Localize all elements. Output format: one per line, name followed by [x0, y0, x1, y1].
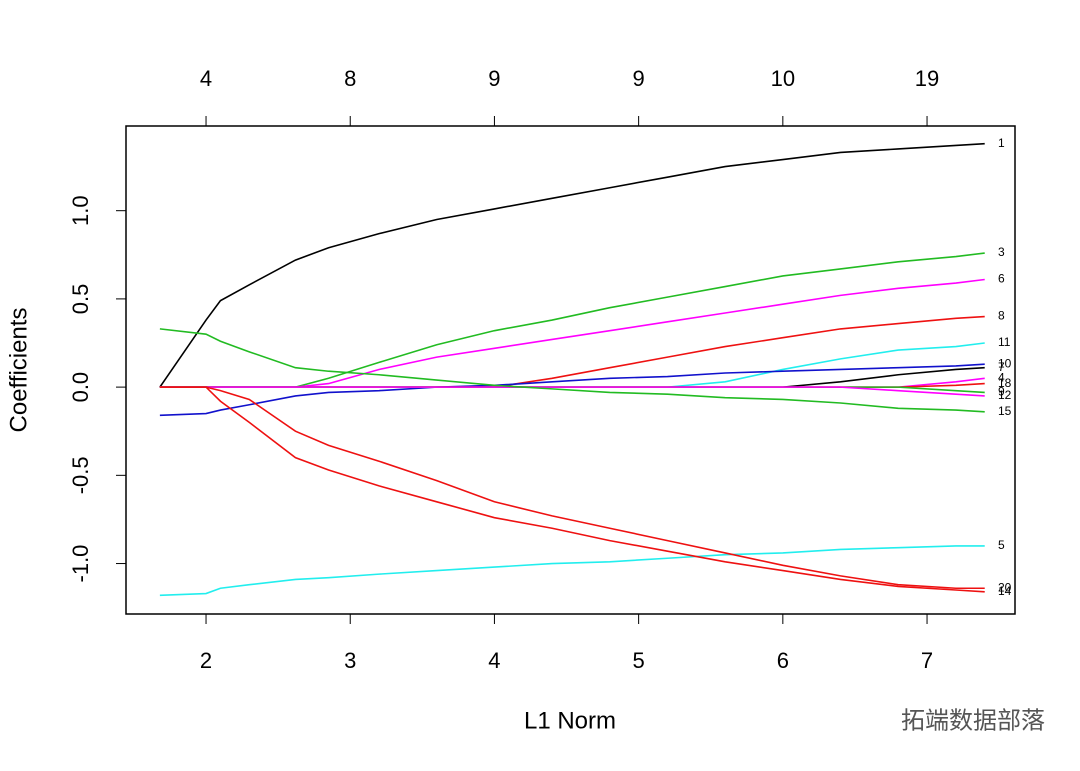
x2-tick-label: 10 [771, 66, 795, 91]
coef-path [159, 386, 985, 397]
x2-tick-label: 8 [344, 66, 356, 91]
x2-tick-label: 19 [915, 66, 939, 91]
series-label: 15 [998, 404, 1012, 418]
coef-path [159, 366, 985, 388]
coef-path [159, 278, 985, 388]
series-label: 7 [998, 360, 1005, 374]
y-axis-label: Coefficients [5, 308, 32, 433]
coef-path [159, 252, 985, 388]
series-label: 9 [998, 385, 1005, 399]
x-tick-label: 5 [633, 648, 645, 673]
series-label: 6 [998, 272, 1005, 286]
series-label: 1 [998, 136, 1005, 150]
series-label: 8 [998, 309, 1005, 323]
x2-tick-label: 9 [633, 66, 645, 91]
watermark: 拓端数据部落 [901, 707, 1045, 734]
series-label: 11 [998, 335, 1011, 349]
x-axis-label: L1 Norm [524, 707, 616, 734]
coef-path [159, 363, 985, 417]
x-tick-label: 6 [777, 648, 789, 673]
x-tick-label: 7 [921, 648, 933, 673]
series-label: 10 [998, 356, 1012, 370]
coef-path [159, 386, 985, 590]
coef-path [159, 545, 985, 597]
coef-path [159, 142, 985, 388]
y-tick-label: -1.0 [68, 545, 93, 583]
y-tick-label: 0.5 [68, 284, 93, 315]
series-label: 20 [998, 580, 1012, 594]
series-label: 4 [998, 370, 1005, 384]
series-label: 3 [998, 245, 1005, 259]
series-label: 18 [998, 376, 1012, 390]
x-tick-label: 3 [344, 648, 356, 673]
x-tick-label: 2 [200, 648, 212, 673]
y-tick-label: 1.0 [68, 195, 93, 226]
series-label: 5 [998, 538, 1005, 552]
y-tick-label: 0.0 [68, 372, 93, 403]
series-label: 12 [998, 388, 1012, 402]
coef-path [159, 386, 985, 593]
coef-path [159, 315, 985, 388]
x2-tick-label: 4 [200, 66, 212, 91]
x-tick-label: 4 [488, 648, 500, 673]
plot-frame [125, 125, 1016, 615]
series-label: 14 [998, 584, 1012, 598]
x2-tick-label: 9 [488, 66, 500, 91]
y-tick-label: -0.5 [68, 456, 93, 494]
coef-path [159, 328, 985, 413]
